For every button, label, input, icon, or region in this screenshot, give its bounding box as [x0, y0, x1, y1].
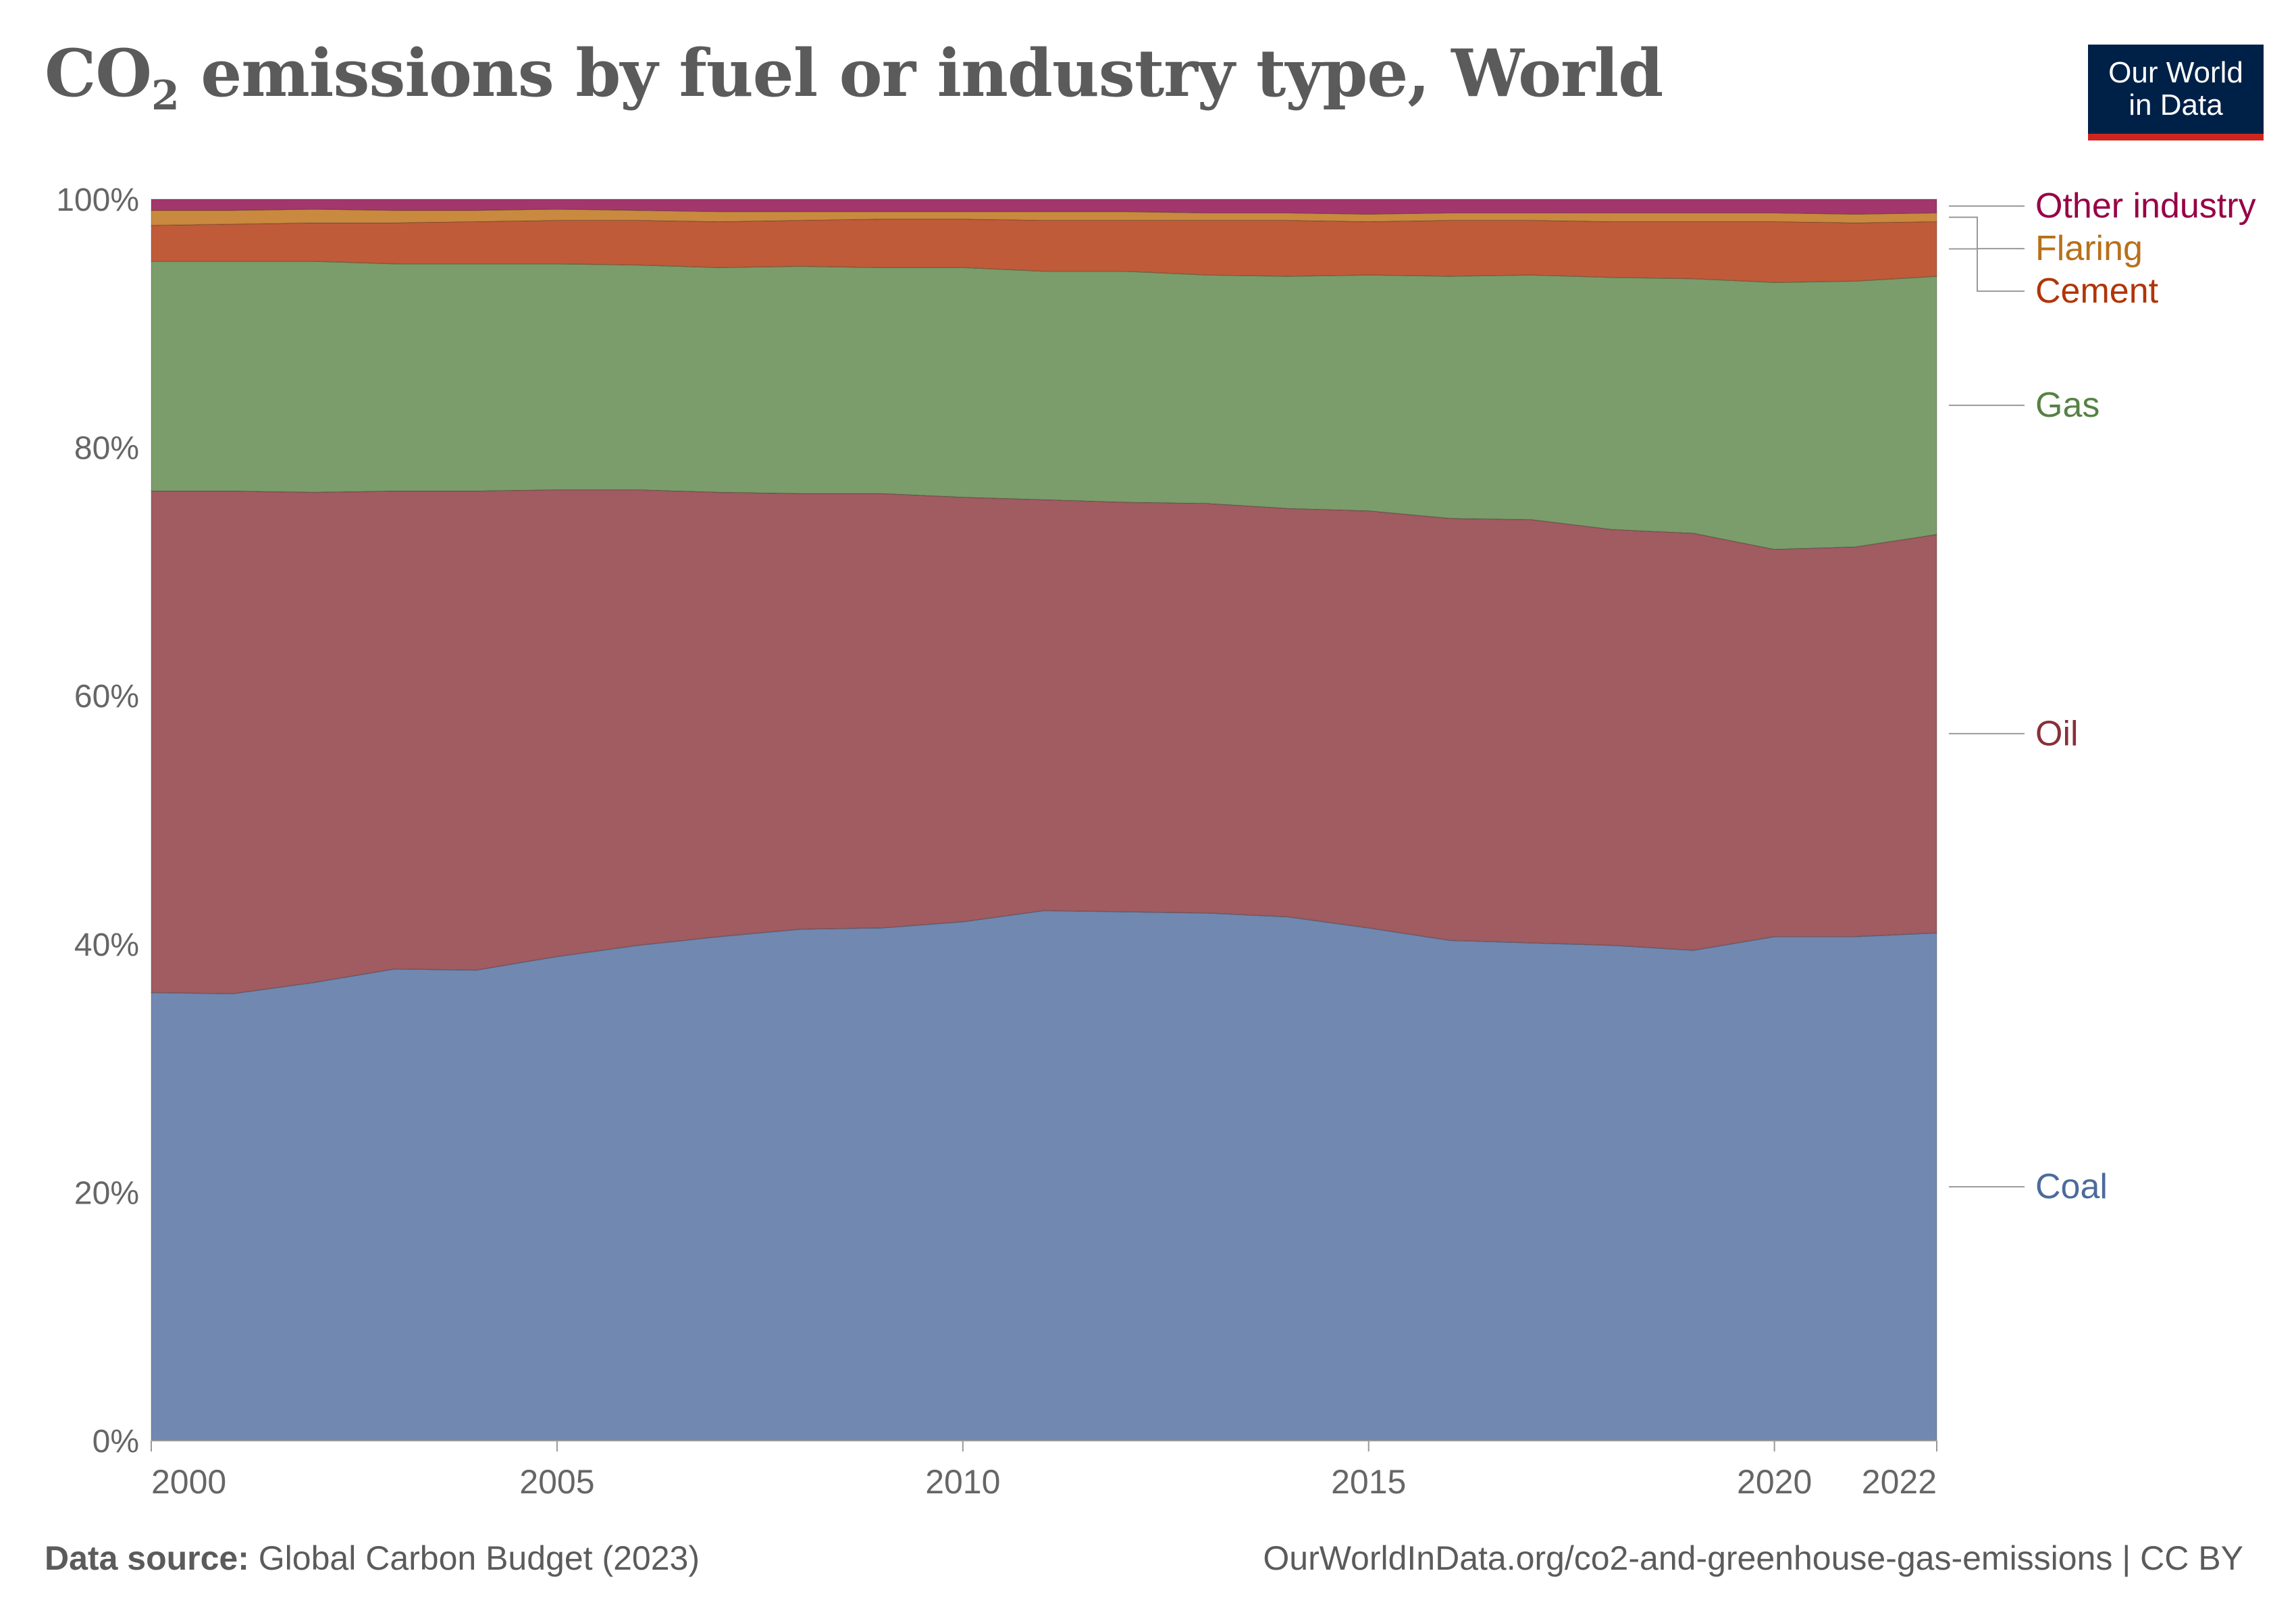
area-other-industry [151, 199, 1937, 215]
title-prefix: CO [45, 35, 152, 111]
owid-logo[interactable]: Our World in Data [2088, 45, 2264, 140]
x-tick-label-2005: 2005 [519, 1463, 594, 1501]
connector-flaring [1949, 216, 2025, 250]
series-label-flaring: Flaring [2035, 229, 2143, 268]
logo-line-1: Our World [2108, 56, 2243, 89]
series-label-cement: Cement [2035, 272, 2159, 311]
source-label: Data source: [45, 1539, 249, 1577]
title-rest: emissions by fuel or industry type, Worl… [178, 35, 1663, 111]
y-tick-label-100: 100% [56, 182, 139, 218]
source-url[interactable]: OurWorldInData.org/co2-and-greenhouse-ga… [1263, 1539, 2243, 1577]
series-label-gas: Gas [2035, 386, 2099, 425]
title-subscript: 2 [151, 72, 180, 120]
chart-title: CO2 emissions by fuel or industry type, … [45, 35, 1663, 120]
connector-cement [1949, 248, 2025, 292]
series-label-coal: Coal [2035, 1167, 2108, 1206]
x-tick-label-2010: 2010 [925, 1463, 1000, 1501]
y-tick-label-40: 40% [74, 927, 139, 963]
x-tick-label-2000: 2000 [151, 1463, 226, 1501]
logo-line-2: in Data [2129, 88, 2223, 122]
series-label-other-industry: Other industry [2035, 186, 2256, 226]
y-tick-label-80: 80% [74, 431, 139, 467]
y-tick-label-0: 0% [93, 1424, 139, 1460]
area-coal [151, 910, 1937, 1441]
y-tick-label-20: 20% [74, 1175, 139, 1211]
source-text: Global Carbon Budget (2023) [249, 1539, 700, 1577]
area-oil [151, 489, 1937, 995]
data-source-note: Data source: Global Carbon Budget (2023) [45, 1539, 700, 1578]
x-tick-label-2020: 2020 [1737, 1463, 1812, 1501]
stacked-areas [151, 199, 1937, 1441]
axes: 0% 20% 40% 60% 80% 100% 2000 2005 2010 2015 2020 20… [56, 182, 1937, 1501]
x-tick-label-2015: 2015 [1331, 1463, 1406, 1501]
series-label-oil: Oil [2035, 714, 2079, 753]
x-tick-label-2022: 2022 [1862, 1463, 1937, 1501]
y-tick-label-60: 60% [74, 679, 139, 715]
